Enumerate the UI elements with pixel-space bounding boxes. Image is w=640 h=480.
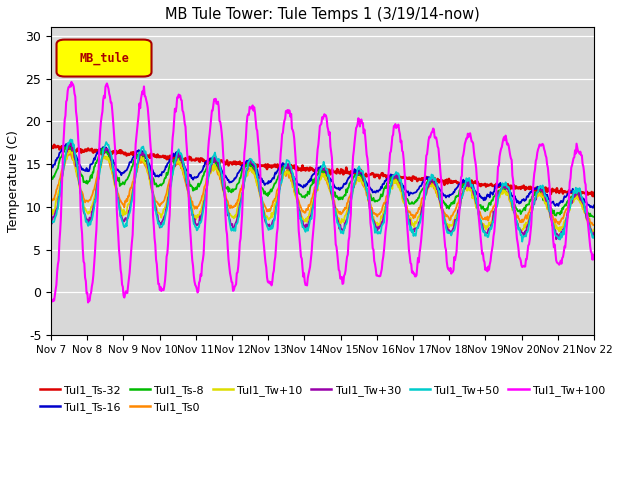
Tul1_Tw+50 — [47, 217, 55, 223]
Tul1_Tw+50 — [518, 239, 526, 244]
Tul1_Tw+100 — [590, 256, 598, 262]
Line: Tul1_Ts-8: Tul1_Ts-8 — [51, 144, 594, 217]
Tul1_Ts-8 — [47, 176, 55, 182]
Tul1_Ts-16 — [389, 172, 397, 178]
Tul1_Ts-16 — [198, 169, 205, 175]
Tul1_Ts-32 — [57, 144, 65, 150]
Y-axis label: Temperature (C): Temperature (C) — [7, 130, 20, 232]
Tul1_Tw+50 — [198, 218, 205, 224]
Tul1_Ts0 — [114, 190, 122, 195]
Tul1_Ts-8 — [198, 178, 205, 184]
Tul1_Tw+10 — [66, 148, 74, 154]
Tul1_Tw+100 — [68, 79, 76, 85]
Tul1_Tw+50 — [57, 181, 65, 187]
Tul1_Tw+10 — [590, 227, 598, 232]
Tul1_Tw+100 — [198, 261, 206, 267]
Tul1_Tw+50 — [405, 221, 413, 227]
Tul1_Tw+30 — [66, 140, 74, 145]
Tul1_Ts0 — [405, 208, 413, 214]
Tul1_Tw+100 — [115, 233, 122, 239]
Tul1_Ts-32 — [389, 175, 397, 180]
Tul1_Tw+100 — [170, 128, 177, 134]
Tul1_Ts-8 — [389, 175, 397, 180]
Tul1_Ts0 — [389, 177, 397, 182]
Tul1_Ts-32 — [64, 142, 72, 147]
Tul1_Ts-8 — [64, 142, 72, 147]
Line: Tul1_Ts0: Tul1_Ts0 — [51, 154, 594, 225]
Tul1_Tw+100 — [406, 253, 413, 259]
Tul1_Tw+30 — [114, 196, 122, 202]
Tul1_Ts0 — [67, 151, 75, 156]
Tul1_Ts-8 — [405, 201, 413, 206]
Tul1_Tw+10 — [114, 193, 122, 199]
Tul1_Ts-16 — [590, 203, 598, 208]
Tul1_Ts0 — [169, 169, 177, 175]
Tul1_Ts0 — [589, 222, 597, 228]
Tul1_Ts-16 — [65, 141, 73, 146]
Title: MB Tule Tower: Tule Temps 1 (3/19/14-now): MB Tule Tower: Tule Temps 1 (3/19/14-now… — [165, 7, 480, 22]
Line: Tul1_Tw+100: Tul1_Tw+100 — [51, 82, 594, 302]
Line: Tul1_Tw+10: Tul1_Tw+10 — [51, 151, 594, 232]
Tul1_Ts-32 — [589, 193, 597, 199]
Tul1_Tw+30 — [590, 230, 598, 236]
Tul1_Tw+10 — [47, 211, 55, 216]
Tul1_Ts-8 — [114, 176, 122, 181]
Tul1_Tw+10 — [198, 206, 205, 212]
Tul1_Tw+50 — [67, 137, 75, 143]
Tul1_Tw+10 — [389, 177, 397, 183]
Tul1_Ts-16 — [169, 153, 177, 159]
Tul1_Tw+30 — [169, 166, 177, 172]
Tul1_Tw+10 — [57, 180, 65, 186]
Tul1_Ts0 — [198, 197, 205, 203]
Tul1_Tw+30 — [405, 218, 413, 224]
Line: Tul1_Ts-32: Tul1_Ts-32 — [51, 144, 594, 196]
Tul1_Tw+50 — [590, 233, 598, 239]
Tul1_Tw+30 — [552, 236, 560, 242]
Tul1_Ts-8 — [57, 155, 65, 160]
Tul1_Tw+30 — [389, 172, 397, 178]
Tul1_Ts-32 — [169, 155, 177, 161]
Tul1_Tw+30 — [198, 212, 205, 218]
Tul1_Ts-32 — [590, 190, 598, 196]
Tul1_Ts0 — [47, 198, 55, 204]
Legend: Tul1_Ts-32, Tul1_Ts-16, Tul1_Ts-8, Tul1_Ts0, Tul1_Tw+10, Tul1_Tw+30, Tul1_Tw+50,: Tul1_Ts-32, Tul1_Ts-16, Tul1_Ts-8, Tul1_… — [35, 381, 610, 417]
Text: MB_tule: MB_tule — [79, 51, 129, 65]
Tul1_Ts-32 — [198, 157, 205, 163]
Tul1_Ts0 — [57, 171, 65, 177]
Tul1_Ts-16 — [405, 192, 413, 198]
Tul1_Ts-16 — [589, 205, 597, 211]
Tul1_Tw+50 — [389, 173, 397, 179]
Tul1_Tw+100 — [57, 215, 65, 220]
Tul1_Tw+30 — [57, 182, 65, 188]
Tul1_Ts-16 — [57, 149, 65, 155]
Tul1_Tw+10 — [405, 213, 413, 219]
Tul1_Tw+10 — [169, 172, 177, 178]
FancyBboxPatch shape — [56, 39, 152, 76]
Tul1_Tw+100 — [47, 298, 55, 304]
Tul1_Ts-32 — [47, 144, 55, 150]
Tul1_Ts-8 — [169, 157, 177, 163]
Tul1_Ts-32 — [114, 150, 122, 156]
Tul1_Ts-16 — [47, 166, 55, 171]
Tul1_Ts0 — [590, 222, 598, 228]
Tul1_Tw+100 — [84, 300, 92, 305]
Tul1_Tw+100 — [390, 123, 397, 129]
Tul1_Tw+50 — [114, 194, 122, 200]
Tul1_Ts-16 — [114, 167, 122, 172]
Tul1_Tw+50 — [169, 172, 177, 178]
Line: Tul1_Ts-16: Tul1_Ts-16 — [51, 144, 594, 208]
Line: Tul1_Tw+50: Tul1_Tw+50 — [51, 140, 594, 241]
Tul1_Ts-32 — [405, 176, 413, 181]
Tul1_Ts-8 — [590, 214, 598, 220]
Tul1_Tw+30 — [47, 210, 55, 216]
Line: Tul1_Tw+30: Tul1_Tw+30 — [51, 143, 594, 239]
Tul1_Tw+10 — [589, 229, 596, 235]
